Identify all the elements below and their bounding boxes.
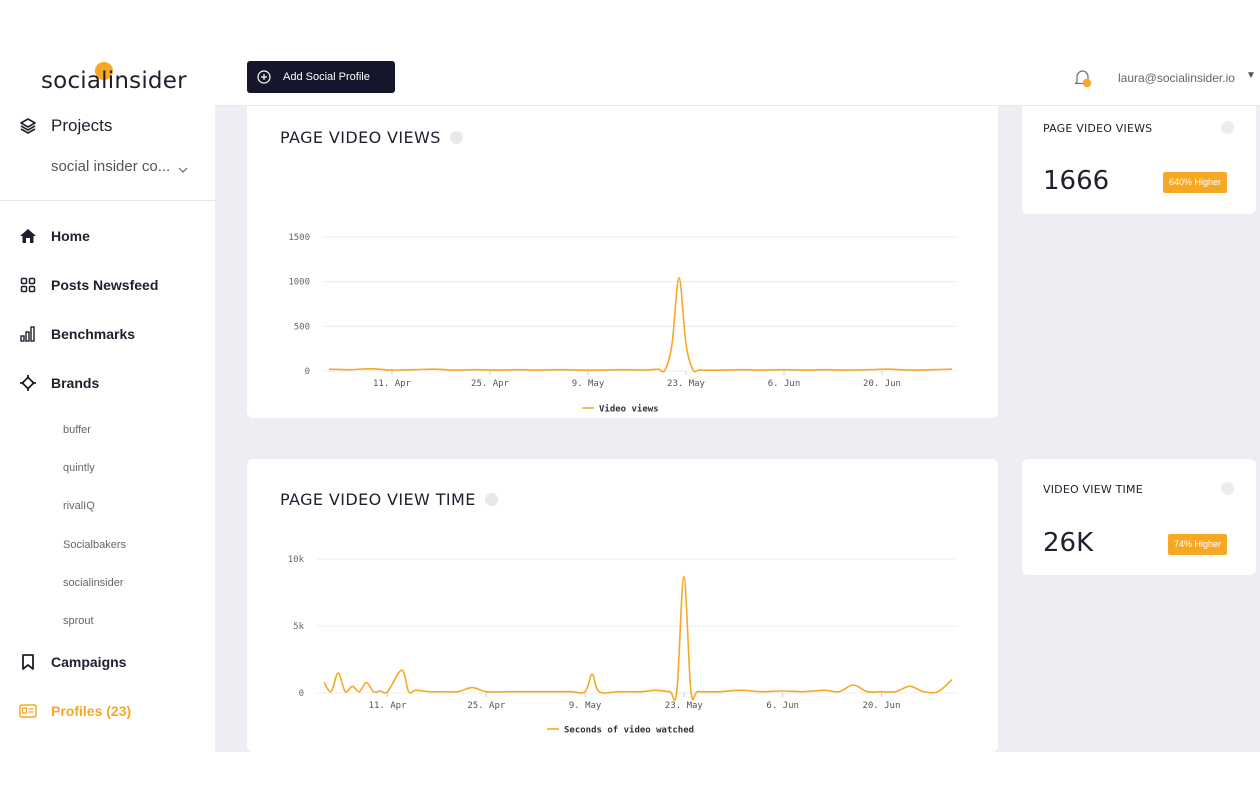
x-tick-label: 25. Apr	[471, 379, 510, 389]
sidebar-item-label: Brands	[51, 375, 100, 391]
add-social-profile-label: Add Social Profile	[283, 71, 370, 83]
top-bar: Add Social Profile laura@socialinsider.i…	[215, 48, 1260, 106]
brand-item[interactable]: quintly	[63, 462, 95, 474]
info-icon[interactable]	[1221, 121, 1234, 134]
grid-icon	[18, 276, 38, 294]
sidebar-item-benchmarks[interactable]: Benchmarks	[18, 322, 135, 346]
info-icon[interactable]	[1221, 482, 1234, 495]
stat-value: 26K	[1043, 528, 1094, 558]
x-tick-label: 20. Jun	[863, 379, 901, 389]
caret-down-icon[interactable]: ▼	[1246, 70, 1256, 81]
stat-title: PAGE VIDEO VIEWS	[1043, 122, 1153, 135]
id-card-icon	[18, 702, 38, 720]
card-title: PAGE VIDEO VIEWS	[280, 128, 463, 147]
y-tick-label: 10k	[288, 555, 305, 565]
brand-item[interactable]: buffer	[63, 424, 91, 436]
x-tick-label: 11. Apr	[373, 379, 412, 389]
projects-label: Projects	[51, 116, 113, 135]
layers-icon	[18, 117, 38, 135]
comparison-badge: 640% Higher	[1163, 172, 1228, 193]
legend-label: Video views	[599, 404, 659, 415]
sidebar-item-brands[interactable]: Brands	[18, 371, 99, 395]
video-view-time-chart-svg: 0 5k 10k 11. Apr 25. Apr 9. May 23. May 6. Jun 2…	[288, 555, 958, 736]
y-tick-label: 1000	[288, 278, 310, 288]
legend-label: Seconds of video watched	[564, 725, 694, 736]
logo[interactable]: socialinsider	[41, 62, 187, 94]
video-views-stat-card: PAGE VIDEO VIEWS 1666 640% Higher	[1022, 88, 1256, 214]
sidebar-item-label: Benchmarks	[51, 326, 136, 342]
video-view-time-card: PAGE VIDEO VIEW TIME 0 5k 10k 11. Apr 25. Ap…	[247, 459, 998, 752]
sidebar-item-posts-newsfeed[interactable]: Posts Newsfeed	[18, 273, 158, 297]
sidebar-divider	[0, 200, 215, 201]
project-selector[interactable]: social insider co...	[51, 158, 188, 175]
logo-text: socialinsider	[41, 68, 187, 94]
sidebar-item-home[interactable]: Home	[18, 224, 90, 248]
brand-item[interactable]: sprout	[63, 615, 94, 627]
brand-item[interactable]: socialinsider	[63, 577, 124, 589]
sidebar-item-label: Profiles (23)	[51, 703, 132, 719]
card-title-text: PAGE VIDEO VIEWS	[280, 128, 441, 147]
brand-item[interactable]: Socialbakers	[63, 539, 126, 551]
info-icon[interactable]	[484, 493, 498, 506]
x-tick-label: 6. Jun	[768, 379, 801, 389]
x-tick-label: 23. May	[667, 379, 706, 389]
project-selector-value: social insider co...	[51, 158, 171, 175]
logo-dot	[95, 62, 113, 80]
stat-title: VIDEO VIEW TIME	[1043, 483, 1143, 496]
chevron-down-icon	[178, 162, 188, 173]
comparison-badge: 74% Higher	[1168, 534, 1228, 555]
y-tick-label: 500	[294, 322, 310, 332]
sidebar-item-label: Campaigns	[51, 654, 127, 670]
sidebar-item-label: Home	[51, 228, 90, 244]
sidebar-item-campaigns[interactable]: Campaigns	[18, 650, 126, 674]
brand-item[interactable]: rivalIQ	[63, 500, 95, 512]
notification-bell-icon[interactable]	[1073, 68, 1093, 88]
crosshair-icon	[18, 374, 38, 392]
series-line	[328, 277, 953, 373]
x-tick-label: 6. Jun	[766, 701, 799, 711]
video-views-card: PAGE VIDEO VIEWS 0 500 1000 1500 11. Apr 25. …	[247, 88, 998, 418]
bar-chart-icon	[18, 325, 38, 343]
x-tick-label: 11. Apr	[369, 701, 408, 711]
x-tick-label: 23. May	[665, 701, 704, 711]
x-tick-label: 9. May	[572, 379, 605, 389]
y-tick-label: 1500	[288, 233, 310, 243]
bookmark-icon	[18, 653, 38, 671]
card-title: PAGE VIDEO VIEW TIME	[280, 490, 498, 509]
y-tick-label: 0	[305, 367, 310, 377]
projects-heading[interactable]: Projects	[18, 114, 112, 138]
video-views-chart: 0 500 1000 1500 11. Apr 25. Apr 9. May 23. May 6…	[247, 88, 998, 418]
y-tick-label: 0	[299, 689, 304, 699]
sidebar-item-profiles[interactable]: Profiles (23)	[18, 699, 131, 723]
sidebar: socialinsider Projects social insider co…	[0, 48, 215, 752]
app-root: socialinsider Projects social insider co…	[0, 48, 1260, 752]
user-email[interactable]: laura@socialinsider.io	[1118, 71, 1235, 85]
plus-circle-icon	[257, 70, 271, 84]
x-tick-label: 25. Apr	[467, 701, 506, 711]
x-tick-label: 20. Jun	[862, 701, 900, 711]
add-social-profile-button[interactable]: Add Social Profile	[247, 61, 395, 93]
video-view-time-chart: 0 5k 10k 11. Apr 25. Apr 9. May 23. May 6. Jun 2…	[247, 459, 998, 752]
x-tick-label: 9. May	[569, 701, 602, 711]
series-line	[323, 575, 953, 701]
video-view-time-stat-card: VIDEO VIEW TIME 26K 74% Higher	[1022, 459, 1256, 575]
stat-value: 1666	[1043, 166, 1110, 196]
sidebar-item-label: Posts Newsfeed	[51, 277, 159, 293]
home-icon	[18, 227, 38, 245]
info-icon[interactable]	[449, 131, 463, 144]
card-title-text: PAGE VIDEO VIEW TIME	[280, 490, 476, 509]
video-views-chart-svg: 0 500 1000 1500 11. Apr 25. Apr 9. May 23. May 6…	[288, 233, 958, 415]
y-tick-label: 5k	[293, 622, 304, 632]
